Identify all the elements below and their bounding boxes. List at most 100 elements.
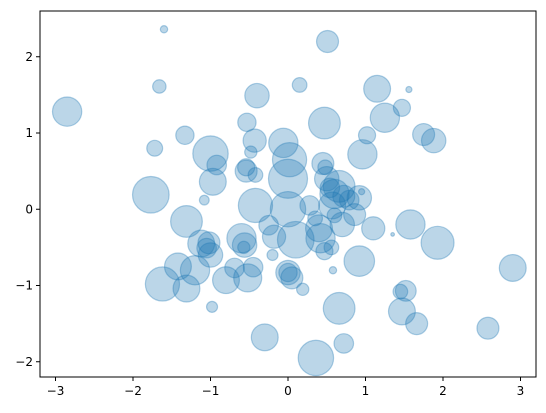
x-tick-label: 3 xyxy=(517,384,525,398)
scatter-point xyxy=(280,266,304,290)
scatter-point xyxy=(394,279,417,302)
scatter-point xyxy=(197,231,221,255)
scatter-point xyxy=(412,122,436,147)
scatter-point xyxy=(338,189,360,211)
x-tick-label: 0 xyxy=(284,384,292,398)
scatter-point xyxy=(347,139,378,170)
scatter-point xyxy=(269,190,307,228)
bubble-layer xyxy=(51,25,527,377)
scatter-point xyxy=(247,167,264,183)
scatter-point xyxy=(244,82,270,109)
x-tick-label: −1 xyxy=(202,384,220,398)
scatter-point xyxy=(172,274,201,303)
scatter-point xyxy=(319,177,341,199)
scatter-point xyxy=(318,191,347,220)
scatter-point xyxy=(299,195,321,216)
scatter-point xyxy=(420,225,455,260)
scatter-point xyxy=(317,159,334,176)
scatter-point xyxy=(392,283,409,300)
scatter-point xyxy=(237,158,256,177)
scatter-point xyxy=(144,266,181,302)
scatter-point xyxy=(307,210,324,227)
x-tick-label: −2 xyxy=(124,384,142,398)
scatter-point xyxy=(332,184,356,208)
scatter-point xyxy=(250,323,279,352)
scatter-point xyxy=(291,77,308,93)
scatter-point xyxy=(237,112,257,133)
scatter-point xyxy=(369,102,401,133)
x-tick-label: −3 xyxy=(47,384,65,398)
y-tick-label: 0 xyxy=(25,202,33,216)
y-tick-label: 1 xyxy=(25,126,33,140)
scatter-point xyxy=(258,214,279,236)
scatter-point xyxy=(242,128,267,153)
scatter-point xyxy=(357,188,366,196)
scatter-point xyxy=(268,127,299,159)
scatter-point xyxy=(198,167,227,196)
scatter-point xyxy=(267,158,309,199)
scatter-point xyxy=(261,224,287,249)
scatter-point xyxy=(271,142,308,178)
scatter-point xyxy=(237,240,251,255)
scatter-point xyxy=(146,139,164,157)
scatter-point xyxy=(224,257,245,279)
scatter-point xyxy=(329,211,356,238)
scatter-point xyxy=(196,237,217,259)
scatter-point xyxy=(346,185,373,211)
y-axis: −2 −1 0 1 2 xyxy=(15,50,40,369)
scatter-point xyxy=(187,229,216,258)
scatter-point xyxy=(395,209,426,240)
scatter-point xyxy=(297,339,335,377)
scatter-point xyxy=(420,127,447,154)
scatter-point xyxy=(304,214,334,243)
scatter-point xyxy=(305,222,336,254)
scatter-point xyxy=(278,262,298,283)
scatter-point xyxy=(322,291,356,325)
scatter-point xyxy=(363,74,392,103)
scatter-point xyxy=(313,165,340,192)
y-tick-label: 2 xyxy=(25,50,33,64)
scatter-point xyxy=(498,253,527,282)
scatter-point xyxy=(131,175,170,214)
scatter-point xyxy=(226,222,257,254)
scatter-point xyxy=(175,125,195,146)
scatter-point xyxy=(234,159,258,183)
scatter-point xyxy=(390,231,396,237)
scatter-point xyxy=(233,263,263,293)
x-tick-label: 2 xyxy=(439,384,447,398)
plot-background xyxy=(40,11,536,377)
scatter-point xyxy=(237,187,274,224)
scatter-point xyxy=(328,265,338,275)
scatter-point xyxy=(357,126,377,145)
scatter-point xyxy=(205,300,219,313)
scatter-point xyxy=(198,194,210,206)
scatter-point xyxy=(296,282,310,297)
scatter-point xyxy=(51,96,83,127)
scatter-point xyxy=(266,248,279,262)
scatter-point xyxy=(315,29,340,54)
scatter-point xyxy=(323,239,340,256)
scatter-point xyxy=(405,312,429,336)
scatter-point xyxy=(326,207,343,224)
scatter-point xyxy=(163,252,192,281)
scatter-point xyxy=(333,333,355,354)
y-tick-label: −2 xyxy=(15,355,33,369)
scatter-point xyxy=(343,203,367,227)
scatter-point xyxy=(315,242,334,261)
scatter-point xyxy=(179,255,211,286)
scatter-point xyxy=(319,178,350,210)
scatter-point xyxy=(152,79,167,94)
scatter-point xyxy=(242,256,264,278)
scatter-point xyxy=(405,85,413,94)
scatter-point xyxy=(392,98,412,117)
scatter-point xyxy=(159,25,169,34)
scatter-point xyxy=(244,145,258,159)
x-tick-label: 1 xyxy=(362,384,370,398)
scatter-point xyxy=(387,297,416,326)
scatter-point xyxy=(476,316,500,340)
scatter-point xyxy=(275,259,301,286)
scatter-point xyxy=(170,204,203,238)
scatter-point xyxy=(322,169,356,203)
scatter-point xyxy=(311,151,335,176)
scatter-point xyxy=(211,266,241,295)
